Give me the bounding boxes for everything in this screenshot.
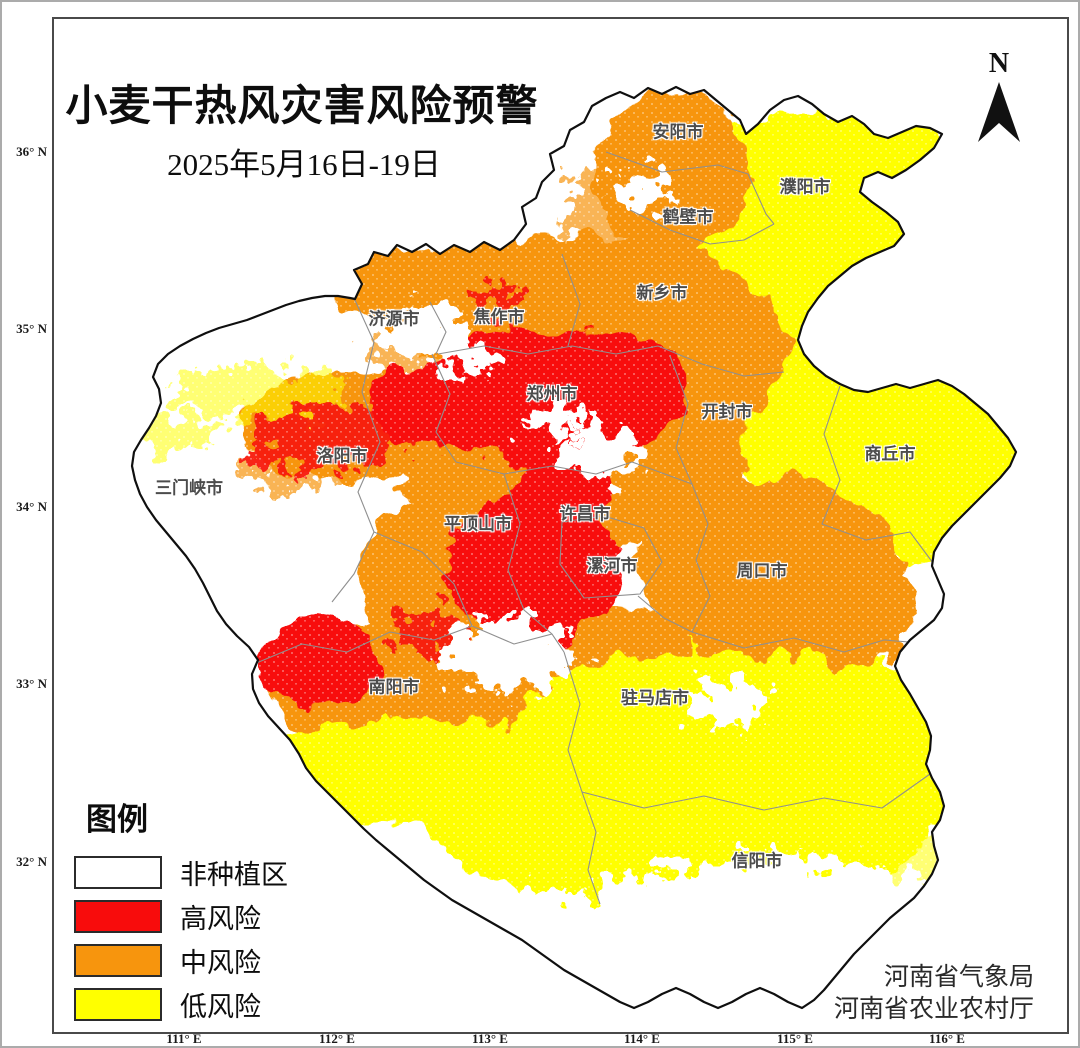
lat-tick-label: 35° N [16,321,47,336]
city-label: 信阳市 [731,851,783,871]
lon-tick-label: 111° E [166,1031,202,1046]
legend-item-label: 高风险 [180,904,261,934]
lat-tick-label: 32° N [16,854,47,869]
city-label: 驻马店市 [621,688,689,708]
lat-tick-label: 34° N [16,499,47,514]
legend-swatch [74,988,162,1021]
city-label: 周口市 [736,561,788,581]
lat-tick-label: 36° N [16,144,47,159]
legend-item-label: 非种植区 [180,860,288,890]
attribution: 河南省气象局 河南省农业农村厅 [834,962,1034,1026]
lon-tick-label: 115° E [777,1031,813,1046]
attribution-line-2: 河南省农业农村厅 [833,996,1034,1023]
legend-item: 非种植区 [74,855,288,890]
city-label: 郑州市 [526,384,578,404]
city-label: 开封市 [701,402,753,422]
lon-tick-label: 113° E [472,1031,508,1046]
legend-item: 高风险 [74,899,288,934]
attribution-line-1: 河南省气象局 [883,964,1034,991]
lon-tick-label: 116° E [929,1031,965,1046]
legend-title: 图例 [86,802,148,837]
city-label: 漯河市 [586,556,638,576]
lon-tick-label: 112° E [319,1031,355,1046]
page-title: 小麦干热风灾害风险预警 [65,82,539,129]
date-range: 2025年5月16日-19日 [167,147,441,182]
legend-item: 低风险 [74,987,288,1022]
city-label: 商丘市 [864,444,916,464]
north-label: N [988,48,1010,79]
legend-swatch [74,944,162,977]
city-label: 新乡市 [636,283,688,303]
city-label: 洛阳市 [316,446,368,466]
city-label: 南阳市 [368,677,420,697]
city-label: 三门峡市 [155,478,223,498]
legend-item: 中风险 [74,943,288,978]
legend-swatch [74,900,162,933]
city-label: 济源市 [368,309,420,329]
city-label: 焦作市 [473,307,525,327]
city-label: 平顶山市 [444,514,512,534]
city-label: 安阳市 [652,122,704,142]
city-label: 鹤壁市 [662,207,714,227]
lat-tick-label: 33° N [16,676,47,691]
city-label: 濮阳市 [779,177,831,197]
city-label: 许昌市 [559,504,611,524]
north-arrow-icon [978,82,1020,142]
legend-item-label: 中风险 [180,948,261,978]
legend: 图例 非种植区高风险中风险低风险 [74,794,288,1031]
lon-tick-label: 114° E [624,1031,660,1046]
legend-item-label: 低风险 [180,992,261,1022]
legend-swatch [74,856,162,889]
